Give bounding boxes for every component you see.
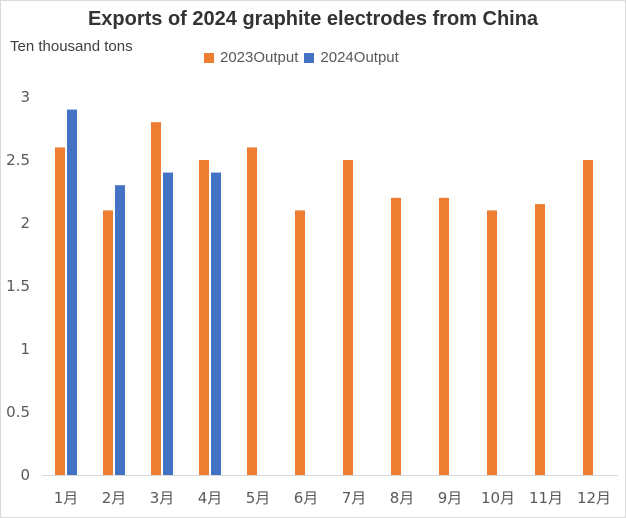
bar-2023Output-9月 [439,197,449,476]
x-tick-label: 4月 [198,489,223,507]
bar-2023Output-2月 [103,210,113,475]
bar-2023Output-7月 [343,160,353,475]
bar-2023Output-4月 [199,160,209,475]
y-tick-label: 0.5 [6,403,30,421]
x-tick-label: 5月 [246,489,271,507]
x-tick-label: 2月 [102,489,127,507]
bar-2023Output-3月 [151,122,161,475]
x-tick-label: 7月 [342,489,367,507]
legend-swatch-2024 [304,52,315,63]
bar-2023Output-12月 [583,160,593,475]
x-tick-label: 3月 [150,489,175,507]
bar-2024Output-1月 [67,109,77,475]
bar-2023Output-8月 [391,197,401,476]
legend-swatch-2023 [204,52,214,63]
y-tick-label: 2 [20,214,30,232]
bar-2023Output-1月 [55,147,65,475]
y-tick-label: 1 [20,340,30,358]
x-tick-label: 12月 [577,489,611,507]
y-tick-label: 3 [20,88,30,106]
legend: 2023Output 2024Output [204,49,405,66]
y-tick-label: 1.5 [6,277,30,295]
x-tick-label: 1月 [54,489,79,507]
bar-2023Output-10月 [487,210,497,475]
legend-label-2024: 2024Output [320,49,399,66]
bar-2024Output-2月 [115,185,125,475]
legend-item-2024: 2024Output [304,49,399,66]
bar-2023Output-6月 [295,210,305,475]
bar-2024Output-4月 [211,172,221,475]
y-axis-unit-label: Ten thousand tons [10,38,133,55]
bar-2023Output-5月 [247,147,257,475]
y-tick-label: 0 [20,466,30,484]
y-tick-label: 2.5 [6,151,30,169]
x-tick-label: 9月 [438,489,463,507]
x-tick-label: 8月 [390,489,415,507]
x-tick-label: 10月 [481,489,515,507]
legend-label-2023: 2023Output [220,49,299,66]
chart-title: Exports of 2024 graphite electrodes from… [87,8,539,30]
legend-item-2023: 2023Output [204,49,298,66]
x-tick-label: 6月 [294,489,319,507]
x-tick-label: 11月 [529,489,563,507]
bar-2023Output-11月 [535,204,545,475]
bar-2024Output-3月 [163,172,173,475]
